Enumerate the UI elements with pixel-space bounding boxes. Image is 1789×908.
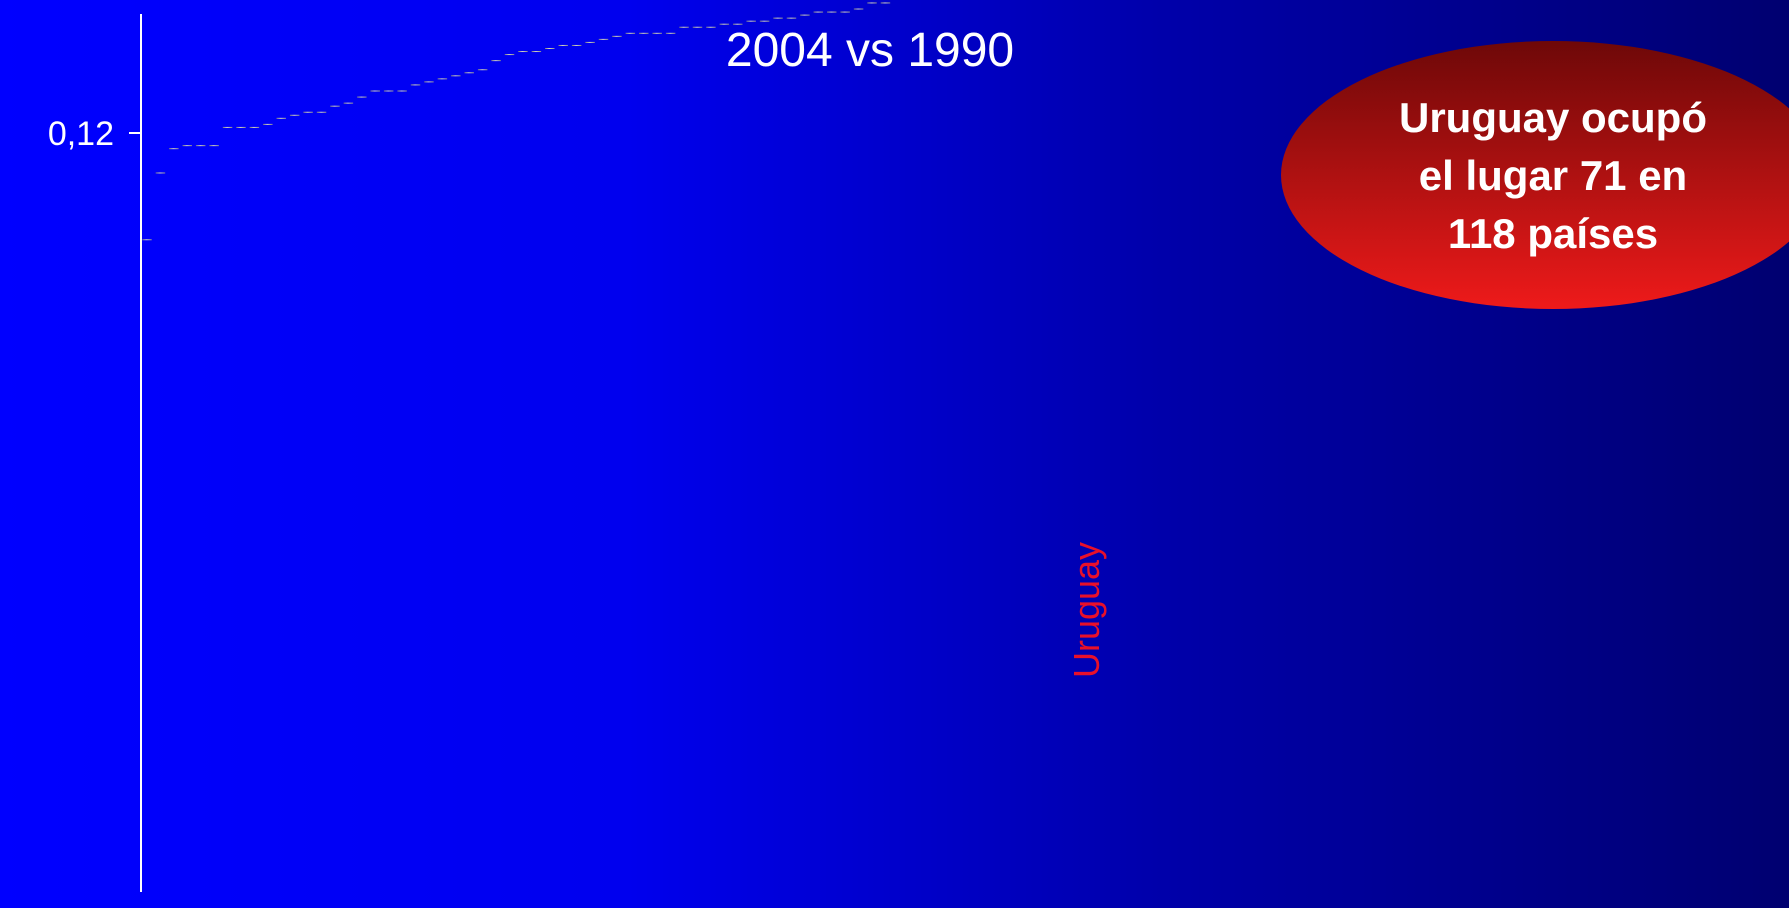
bar [384, 91, 394, 92]
bar [236, 127, 246, 128]
highlight-country-label: Uruguay [1066, 542, 1107, 678]
bar [840, 12, 850, 13]
bar [612, 36, 622, 37]
bar [397, 91, 407, 92]
bar [250, 127, 260, 128]
bar [411, 84, 421, 85]
bar [693, 27, 703, 28]
bar [666, 33, 676, 34]
bar [290, 115, 300, 116]
bar [706, 27, 716, 28]
bar [827, 12, 837, 13]
bar [800, 15, 810, 16]
bar [263, 124, 273, 125]
bar [209, 145, 219, 146]
bar [357, 97, 367, 98]
annotation-line-2: el lugar 71 en [1419, 152, 1687, 199]
annotation-line-1: Uruguay ocupó [1399, 94, 1707, 141]
bar [438, 78, 448, 79]
bar [464, 72, 474, 73]
bar [277, 118, 287, 119]
y-tick-label: 0,12 [48, 115, 114, 153]
bar [787, 18, 797, 19]
bar [478, 69, 488, 70]
bar [344, 103, 354, 104]
bar [317, 112, 327, 113]
bar [169, 148, 179, 149]
bar [599, 39, 609, 40]
bar [303, 112, 313, 113]
bar [585, 42, 595, 43]
bar [626, 33, 636, 34]
bar [760, 21, 770, 22]
annotation-bubble: Uruguay ocupó el lugar 71 en 118 países [1281, 41, 1789, 309]
chart-title: 2004 vs 1990 [726, 24, 1014, 77]
bar [371, 91, 381, 92]
bar [518, 51, 528, 52]
bar [652, 33, 662, 34]
bar [223, 127, 233, 128]
bar [679, 27, 689, 28]
bar [545, 48, 555, 49]
bar [505, 54, 515, 55]
bar [867, 2, 877, 3]
bar [183, 145, 193, 146]
bar [854, 9, 864, 10]
bar [451, 75, 461, 76]
bar [746, 21, 756, 22]
bar [881, 2, 891, 3]
bar [532, 51, 542, 52]
bar [424, 81, 434, 82]
bar [773, 18, 783, 19]
bar [639, 33, 649, 34]
y-tick-label: 0,07 [48, 0, 114, 1]
bar [142, 239, 152, 240]
bar [156, 172, 166, 173]
bar [558, 45, 568, 46]
bar [196, 145, 206, 146]
annotation-line-3: 118 países [1448, 210, 1658, 257]
bar [330, 106, 340, 107]
bar [572, 45, 582, 46]
bar [491, 60, 501, 61]
bar [814, 12, 824, 13]
